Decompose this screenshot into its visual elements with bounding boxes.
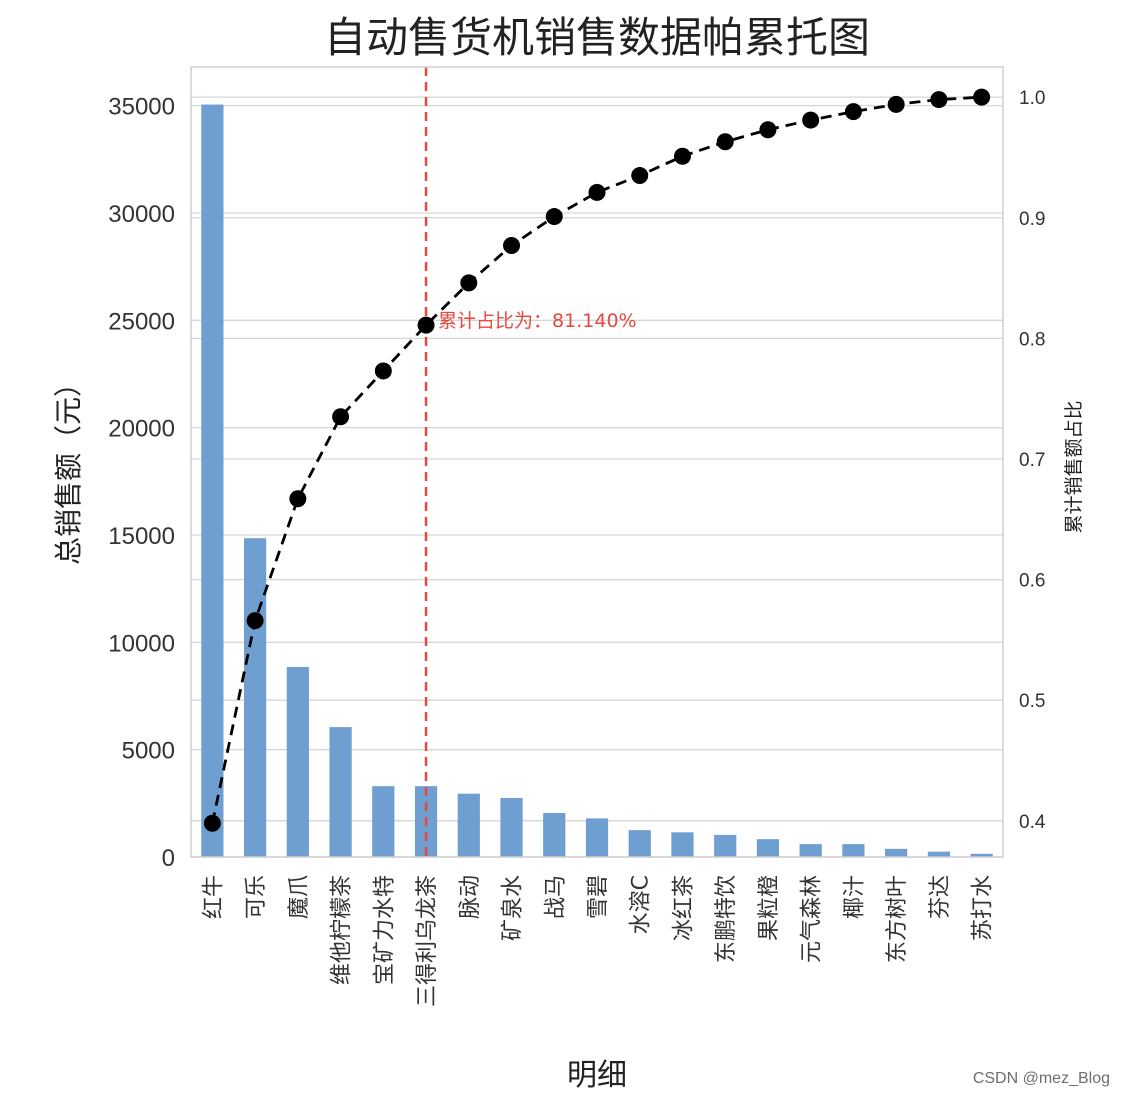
bar [329,727,352,857]
y-tick-label: 30000 [108,201,175,228]
y2-tick-label: 0.4 [1019,812,1046,833]
y-tick-label: 5000 [122,738,175,765]
y-tick-label: 0 [162,845,175,872]
x-tick-label: 东方树叶 [885,875,910,963]
cumulative-point [759,121,777,139]
y-tick-label: 15000 [108,523,175,550]
y2-tick-label: 0.6 [1019,571,1045,592]
bar [756,839,780,857]
bar [885,848,908,857]
x-tick-label: 椰汁 [842,875,867,919]
cumulative-point [588,183,606,201]
bar [671,832,694,857]
x-tick-label: 魔爪 [287,875,312,919]
x-axis-label: 明细 [567,1058,627,1093]
cumulative-point [631,167,649,185]
y2-tick-label: 0.8 [1019,329,1045,350]
y2-tick-label: 0.5 [1019,691,1045,712]
bar [372,786,395,857]
chart-title: 自动售货机销售数据帕累托图 [324,13,870,62]
cumulative-line [210,95,982,824]
x-tick-label: 果粒橙 [757,875,782,941]
x-tick-label: 红牛 [201,875,226,919]
bar [970,853,993,857]
x-tick-label: 水溶C [629,875,654,934]
bar [543,812,566,857]
x-tick-label: 三得利乌龙茶 [415,875,440,1007]
left-axis-ticks: 0 5000 10000 15000 20000 25000 30000 35000 [108,94,175,872]
y2-tick-label: 0.7 [1019,450,1045,471]
y2-tick-label: 1.0 [1019,88,1045,109]
cumulative-point [887,95,905,113]
cumulative-annotation: 累计占比为：81.140% [438,310,637,332]
x-tick-label: 矿泉水 [501,875,526,941]
bar [286,667,309,857]
bar [201,104,224,857]
x-tick-label: 冰红茶 [671,875,696,941]
bar [457,793,480,857]
bar [927,851,951,857]
plot-frame [190,66,1004,858]
cumulative-point [844,103,862,121]
cumulative-line-layer [203,88,991,832]
cumulative-point [246,612,264,630]
right-axis-ticks: 0.4 0.5 0.6 0.7 0.8 0.9 1.0 [1019,88,1046,833]
x-tick-label: 宝矿力水特 [372,875,397,985]
bar [799,844,822,857]
x-tick-label: 雪碧 [586,875,611,919]
y2-axis-label: 累计销售额占比 [1063,400,1085,533]
y-tick-label: 20000 [108,416,175,443]
x-tick-label: 苏打水 [971,875,996,941]
cumulative-point [930,91,948,109]
y2-tick-label: 0.9 [1019,209,1045,230]
y-tick-label: 10000 [108,630,175,657]
x-tick-label: 可乐 [244,875,269,919]
y-axis-label: 总销售额（元） [52,369,85,565]
cumulative-point [289,490,307,508]
x-tick-label: 东鹏特饮 [714,875,739,963]
cumulative-point [545,208,563,226]
cumulative-point [802,111,820,129]
x-axis-ticks: 红牛 可乐 魔爪 维他柠檬茶 宝矿力水特 三得利乌龙茶 脉动 矿泉水 战马 雪碧 水溶C 冰红茶 东鹏特… [201,875,995,1007]
cumulative-point [973,88,991,106]
x-tick-label: 元气森林 [800,875,825,963]
cumulative-point [716,133,734,151]
y-tick-label: 35000 [108,94,175,121]
cumulative-point [332,408,350,426]
cumulative-point [374,362,392,380]
x-tick-label: 脉动 [458,875,483,919]
bar [500,797,523,857]
bar [628,830,651,857]
x-tick-label: 战马 [543,875,568,919]
cumulative-point [503,237,521,255]
bar [243,538,267,857]
bar [842,844,865,857]
bar [714,834,737,857]
y-tick-label: 25000 [108,308,175,335]
cumulative-point [417,316,435,334]
watermark: CSDN @mez_Blog [972,1070,1110,1087]
cumulative-point [673,147,691,165]
x-tick-label: 维他柠檬茶 [330,875,355,985]
x-tick-label: 芬达 [928,875,953,919]
cumulative-point [203,814,221,832]
bar [585,818,609,857]
grid-layer [191,96,1003,858]
cumulative-point [460,274,478,292]
